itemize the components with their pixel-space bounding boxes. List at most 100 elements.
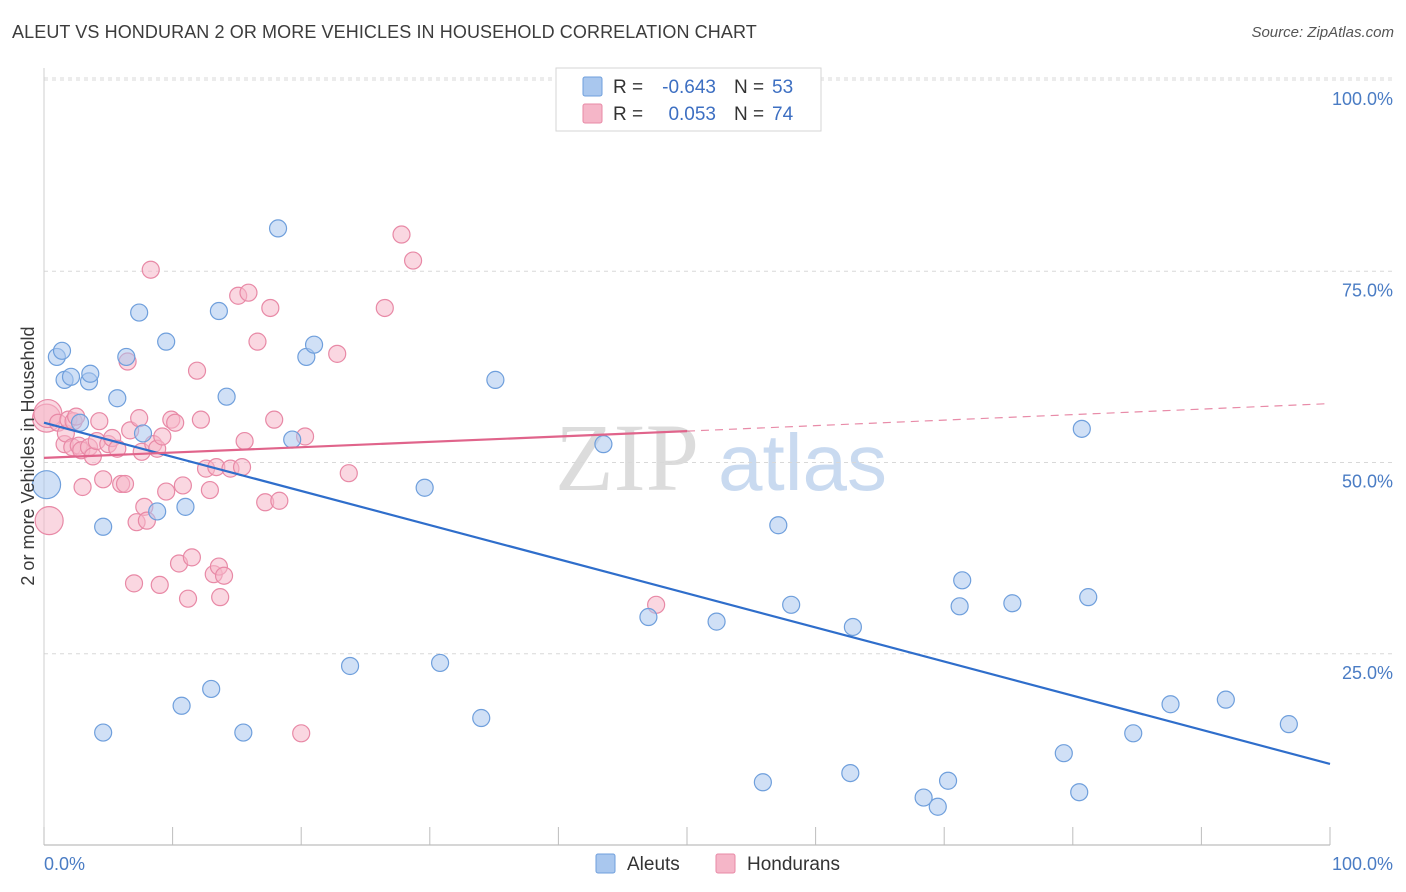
honduran-point-43	[187, 361, 207, 380]
y-tick-label-1: 50.0%	[1342, 472, 1393, 492]
honduran-point-16	[90, 412, 109, 431]
aleut-point-16	[172, 696, 191, 715]
aleut-point-30	[486, 370, 505, 389]
honduran-point-22	[115, 474, 135, 494]
aleut-point-47	[1072, 419, 1091, 438]
aleut-point-19	[209, 301, 228, 321]
honduran-point-50	[211, 588, 230, 607]
honduran-trend-line	[43, 430, 688, 460]
aleut-point-49	[1124, 724, 1143, 743]
legend-swatch-honduran	[582, 103, 603, 124]
aleut-point-37	[841, 763, 860, 783]
y-axis-label: 2 or more Vehicles in Household	[18, 326, 38, 585]
aleut-point-43	[953, 571, 972, 590]
legend-n-label-honduran: N =	[734, 104, 764, 125]
aleut-point-20	[217, 387, 236, 406]
aleut-point-29	[472, 708, 491, 728]
aleut-point-9	[94, 723, 113, 742]
legend-r-label-aleut: R =	[613, 77, 643, 98]
aleut-point-38	[843, 617, 862, 637]
honduran-point-56	[239, 283, 258, 302]
aleut-point-36	[782, 595, 801, 614]
aleut-point-33	[707, 612, 726, 631]
honduran-point-65	[339, 464, 358, 483]
y-tick-label-2: 75.0%	[1342, 280, 1393, 300]
legend-swatch-aleut	[582, 76, 603, 97]
honduran-point-17	[94, 470, 113, 489]
honduran-point-20	[108, 439, 127, 458]
aleut-point-28	[430, 653, 450, 673]
x-tick-label-1: 100.0%	[1332, 854, 1393, 874]
honduran-point-60	[265, 410, 284, 429]
y-tick-labels: 25.0% 50.0% 75.0% 100.0%	[1332, 89, 1393, 683]
watermark-atlas: atlas	[718, 418, 887, 507]
honduran-point-61	[270, 491, 289, 510]
honduran-point-27	[130, 409, 149, 428]
honduran-point-46	[200, 480, 219, 500]
aleut-trend-line	[43, 421, 1331, 765]
legend-r-value-aleut: -0.643	[662, 77, 716, 98]
aleut-point-27	[415, 478, 434, 497]
aleut-point-8	[94, 517, 113, 536]
aleut-point-39	[914, 788, 933, 807]
gridlines	[44, 77, 1392, 655]
honduran-point-36	[157, 482, 176, 501]
honduran-point-66	[375, 298, 394, 318]
honduran-point-25	[124, 574, 144, 593]
honduran-trend-extension	[686, 402, 1331, 432]
aleut-point-45	[1054, 744, 1073, 763]
honduran-point-64	[328, 344, 347, 363]
honduran-point-34	[150, 575, 169, 595]
aleut-point-17	[176, 497, 195, 516]
aleut-point-26	[340, 656, 360, 676]
legend-n-label-aleut: N =	[734, 77, 764, 98]
y-tick-label-3: 100.0%	[1332, 89, 1393, 109]
aleut-point-42	[950, 597, 969, 616]
aleut-point-40	[928, 797, 947, 816]
bottom-legend-label-hondurans: Hondurans	[747, 854, 840, 875]
legend-n-value-aleut: 53	[772, 77, 793, 98]
aleut-point-50	[1161, 695, 1180, 714]
aleut-point-32	[639, 607, 658, 627]
aleut-point-44	[1003, 594, 1022, 613]
bottom-legend-swatch-hondurans	[715, 853, 736, 874]
honduran-point-59	[261, 298, 280, 318]
aleut-point-12	[130, 303, 149, 322]
source-label: Source: ZipAtlas.com	[1251, 24, 1394, 41]
honduran-point-62	[292, 724, 311, 743]
chart-title: ALEUT VS HONDURAN 2 OR MORE VEHICLES IN …	[12, 22, 757, 42]
aleut-point-25	[304, 335, 324, 354]
honduran-point-44	[191, 410, 210, 429]
aleut-point-15	[157, 332, 176, 351]
y-tick-label-0: 25.0%	[1342, 663, 1393, 683]
legend-n-value-honduran: 74	[772, 104, 794, 125]
aleut-point-51	[1216, 690, 1235, 709]
aleut-point-13	[133, 424, 153, 443]
honduran-point-31	[141, 260, 160, 279]
honduran-point-12	[73, 477, 92, 497]
aleut-point-22	[268, 219, 288, 238]
aleut-point-35	[769, 516, 788, 535]
aleut-point-48	[1079, 588, 1098, 607]
aleut-point-52	[1279, 715, 1298, 734]
honduran-point-51	[214, 566, 234, 585]
honduran-point-35	[153, 427, 172, 446]
honduran-point-41	[178, 589, 198, 608]
trend-lines	[43, 402, 1331, 765]
aleut-point-31	[594, 435, 613, 454]
aleut-point-46	[1070, 783, 1089, 802]
watermark-zip: ZIP	[555, 404, 699, 511]
aleut-point-2	[52, 341, 72, 360]
aleut-point-10	[108, 389, 127, 408]
aleut-point-23	[283, 430, 302, 449]
aleut-point-7	[81, 364, 100, 383]
aleut-point-14	[148, 502, 167, 521]
x-tick-labels: 0.0% 100.0%	[44, 854, 1393, 874]
legend-r-value-honduran: 0.053	[668, 104, 716, 125]
honduran-point-42	[182, 548, 201, 567]
axes	[43, 68, 1331, 846]
aleut-point-11	[117, 347, 136, 367]
honduran-point-2	[34, 506, 64, 536]
aleut-point-34	[753, 773, 772, 792]
aleut-point-4	[61, 367, 81, 386]
